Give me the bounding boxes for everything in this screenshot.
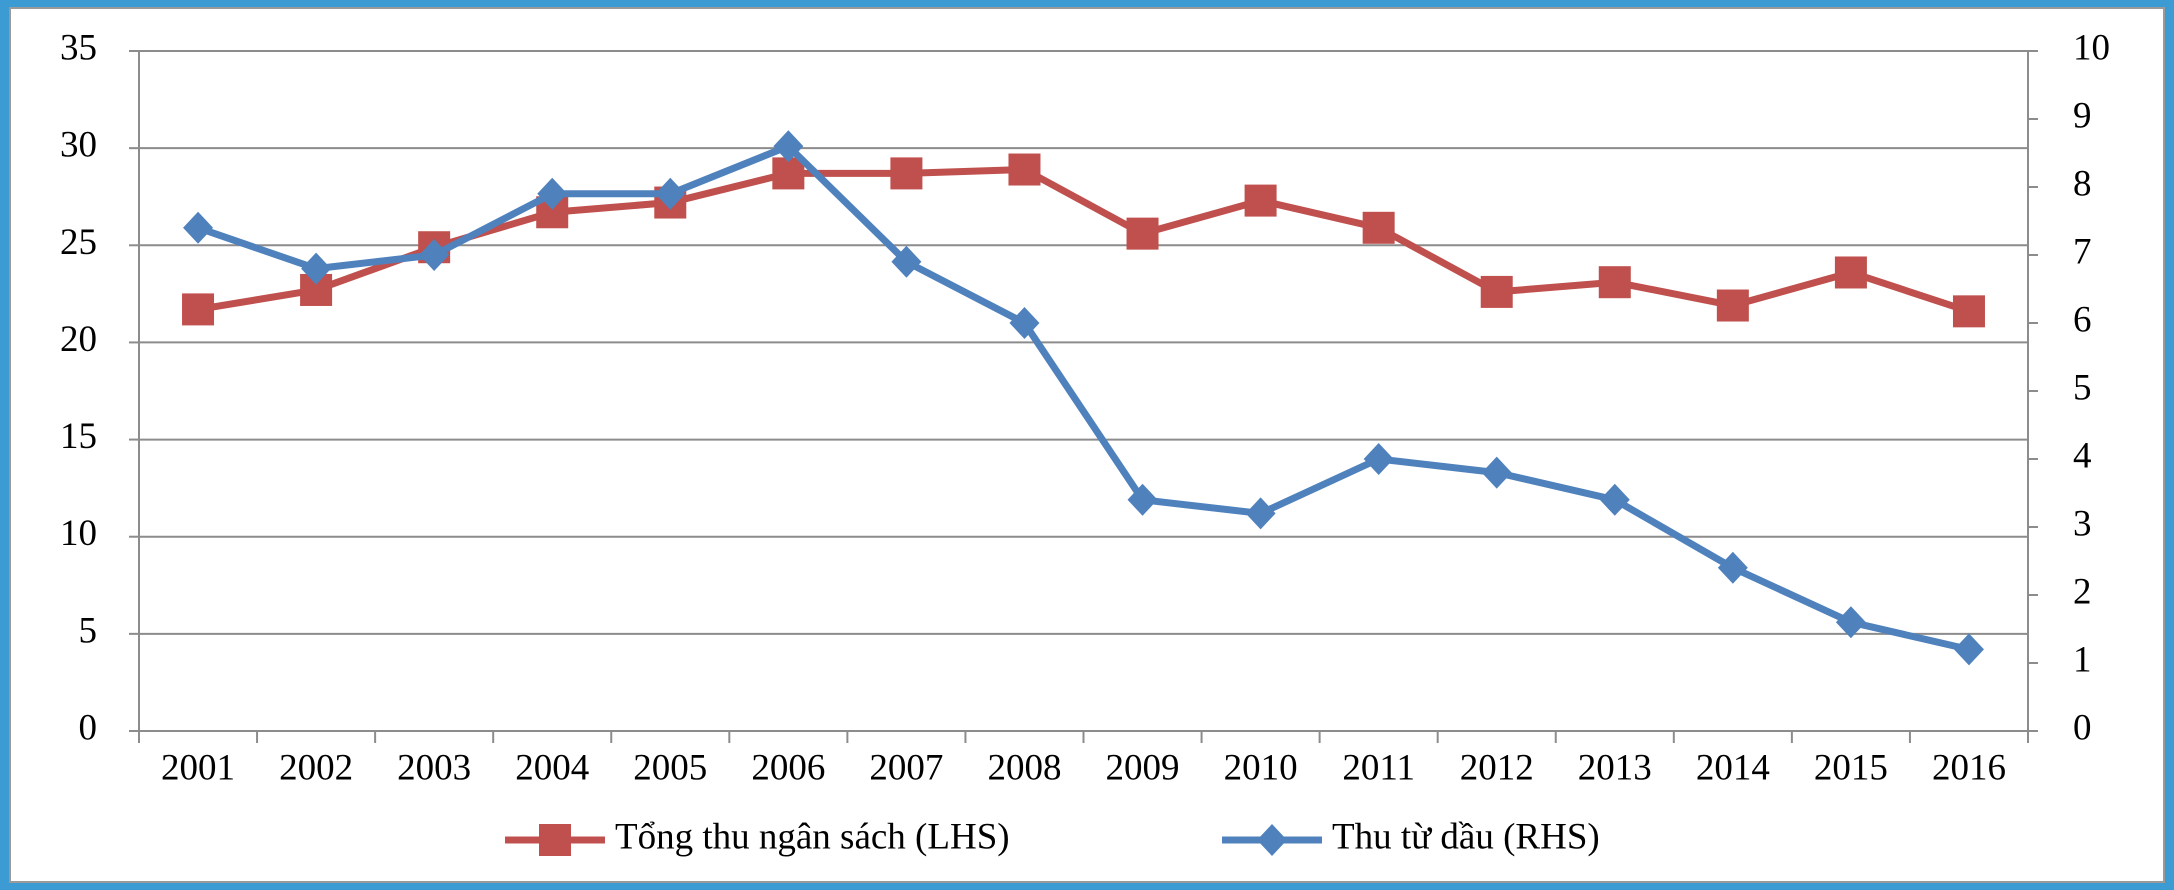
data-point (1953, 633, 1984, 666)
legend-label: Tổng thu ngân sách (LHS) (615, 816, 1010, 857)
x-tick-label: 2016 (1932, 747, 2006, 788)
y2-tick-label: 6 (2073, 299, 2092, 340)
y2-tick-label: 0 (2073, 707, 2092, 748)
data-point (182, 293, 215, 326)
y2-tick-label: 4 (2073, 435, 2092, 476)
data-point (1480, 275, 1513, 308)
x-tick-label: 2003 (397, 747, 471, 788)
data-point (1481, 456, 1512, 489)
data-point (1599, 483, 1630, 516)
data-point (1834, 256, 1867, 289)
y2-tick-label: 10 (2073, 27, 2110, 68)
x-tick-label: 2001 (161, 747, 235, 788)
data-point (1126, 217, 1159, 250)
data-point (655, 177, 686, 210)
y-tick-label: 25 (60, 222, 97, 263)
x-tick-label: 2010 (1224, 747, 1298, 788)
y2-tick-label: 2 (2073, 571, 2092, 612)
data-point (1245, 497, 1276, 530)
legend-label: Thu từ dầu (RHS) (1332, 816, 1600, 857)
data-point (1244, 184, 1277, 217)
y-tick-label: 30 (60, 125, 97, 166)
series-line (197, 166, 1971, 315)
x-tick-label: 2011 (1342, 747, 1415, 788)
data-point (301, 252, 332, 285)
y-tick-label: 10 (60, 513, 97, 554)
legend-marker (1257, 824, 1287, 856)
y2-tick-label: 9 (2073, 95, 2092, 136)
y-tick-label: 15 (60, 416, 97, 457)
legend-marker (539, 824, 571, 856)
x-tick-label: 2006 (751, 747, 825, 788)
data-point (891, 245, 922, 278)
data-point (1717, 551, 1748, 584)
data-point (1362, 211, 1395, 244)
x-tick-label: 2009 (1106, 747, 1180, 788)
chart-area (9, 7, 2165, 883)
data-point (419, 239, 450, 271)
y-tick-label: 35 (60, 27, 97, 68)
data-point (1835, 606, 1866, 639)
y-tick-label: 0 (79, 707, 98, 748)
data-point (772, 157, 805, 190)
data-point (890, 157, 923, 190)
y-tick-label: 20 (60, 319, 97, 360)
x-tick-label: 2012 (1460, 747, 1534, 788)
x-tick-label: 2005 (633, 747, 707, 788)
y2-tick-label: 1 (2073, 639, 2092, 680)
data-point (1598, 266, 1631, 299)
y2-tick-label: 7 (2073, 231, 2092, 272)
y2-tick-label: 5 (2073, 367, 2092, 408)
x-tick-label: 2008 (987, 747, 1061, 788)
data-point (1009, 307, 1040, 339)
data-point (1952, 295, 1985, 328)
x-tick-label: 2007 (869, 747, 943, 788)
y2-tick-label: 8 (2073, 163, 2092, 204)
data-point (1716, 289, 1749, 322)
x-tick-label: 2004 (515, 747, 589, 788)
data-point (1127, 483, 1158, 516)
series-line (196, 142, 1970, 653)
x-tick-label: 2015 (1814, 747, 1888, 788)
data-point (183, 211, 214, 244)
x-tick-label: 2013 (1578, 747, 1652, 788)
y-tick-label: 5 (79, 610, 98, 651)
x-tick-label: 2014 (1696, 747, 1770, 788)
y2-tick-label: 3 (2073, 503, 2092, 544)
data-point (773, 130, 804, 163)
data-point (1008, 153, 1041, 186)
x-tick-label: 2002 (279, 747, 353, 788)
data-point (1363, 443, 1394, 475)
data-point (537, 177, 568, 210)
